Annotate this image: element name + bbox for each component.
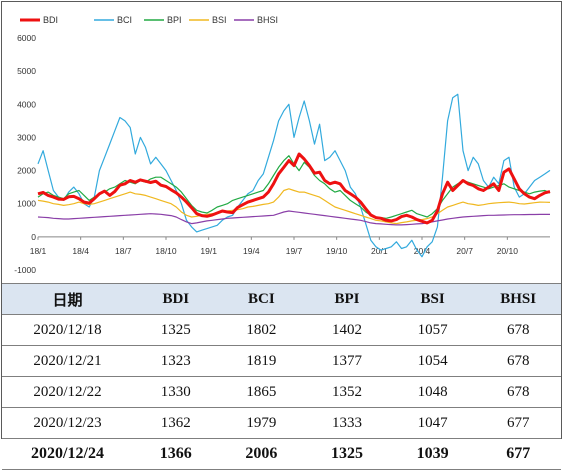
- cell-bci: 1802: [218, 314, 305, 346]
- cell-bsi: 1054: [389, 345, 476, 377]
- x-tick-label: 19/10: [326, 246, 348, 256]
- cell-bci: 1865: [218, 376, 305, 408]
- x-tick-label: 19/4: [243, 246, 260, 256]
- header-bdi: BDI: [133, 283, 219, 315]
- x-tick-label: 18/4: [72, 246, 89, 256]
- cell-bci: 1979: [218, 407, 305, 439]
- table-row: 2020/12/21 1323 1819 1377 1054 678: [2, 345, 561, 377]
- cell-bsi: 1057: [389, 314, 476, 346]
- cell-bsi: 1047: [389, 407, 476, 439]
- cell-bhsi: 677: [475, 438, 561, 470]
- y-tick-label: -1000: [14, 265, 36, 275]
- cell-bsi: 1048: [389, 376, 476, 408]
- y-tick-label: 2000: [17, 166, 36, 176]
- table-row: 2020/12/22 1330 1865 1352 1048 678: [2, 376, 561, 408]
- cell-bpi: 1377: [304, 345, 390, 377]
- index-data-table: 日期 BDI BCI BPI BSI BHSI 2020/12/18 1325 …: [2, 283, 561, 470]
- cell-bdi: 1330: [133, 376, 219, 408]
- y-tick-label: 0: [31, 232, 36, 242]
- header-bsi: BSI: [389, 283, 476, 315]
- legend-label-bpi: BPI: [167, 15, 182, 25]
- x-tick-label: 19/1: [200, 246, 217, 256]
- cell-bci: 1819: [218, 345, 305, 377]
- cell-bpi: 1352: [304, 376, 390, 408]
- legend-label-bhsi: BHSI: [257, 15, 278, 25]
- series-line-bci: [37, 93, 551, 258]
- cell-bpi: 1333: [304, 407, 390, 439]
- legend-label-bdi: BDI: [43, 15, 58, 25]
- cell-date: 2020/12/21: [2, 345, 133, 377]
- table-row-latest: 2020/12/24 1366 2006 1325 1039 677: [2, 438, 561, 470]
- chart-legend: BDI BCI BPI BSI BHSI: [20, 15, 278, 25]
- x-tick-label: 18/10: [155, 246, 177, 256]
- x-tick-label: 20/1: [371, 246, 388, 256]
- cell-bhsi: 678: [475, 376, 561, 408]
- cell-bdi: 1325: [133, 314, 219, 346]
- cell-bhsi: 678: [475, 314, 561, 346]
- table-row: 2020/12/23 1362 1979 1333 1047 677: [2, 407, 561, 439]
- cell-bpi: 1402: [304, 314, 390, 346]
- legend-label-bsi: BSI: [212, 15, 227, 25]
- series-line-bsi: [37, 188, 551, 225]
- series-line-bhsi: [37, 210, 550, 226]
- cell-bpi: 1325: [304, 438, 390, 470]
- table-header-row: 日期 BDI BCI BPI BSI BHSI: [2, 283, 561, 315]
- x-tick-label: 19/7: [286, 246, 303, 256]
- cell-bsi: 1039: [389, 438, 476, 470]
- cell-bdi: 1362: [133, 407, 219, 439]
- y-tick-label: 4000: [17, 99, 36, 109]
- y-tick-label: 5000: [17, 66, 36, 76]
- chart-series-lines: [37, 93, 551, 258]
- table-row: 2020/12/18 1325 1802 1402 1057 678: [2, 314, 561, 346]
- cell-bhsi: 677: [475, 407, 561, 439]
- chart-axes: 6000 5000 4000 3000 2000 1000 0 -1000 18/1 18/4 18…: [14, 33, 550, 275]
- legend-label-bci: BCI: [117, 15, 132, 25]
- x-tick-label: 20/10: [497, 246, 519, 256]
- header-bci: BCI: [218, 283, 305, 315]
- x-tick-label: 20/7: [456, 246, 473, 256]
- x-tick-label: 18/7: [115, 246, 132, 256]
- cell-bci: 2006: [218, 438, 305, 470]
- series-line-bdi: [37, 152, 551, 225]
- cell-date: 2020/12/22: [2, 376, 133, 408]
- x-tick-label: 18/1: [30, 246, 47, 256]
- header-bpi: BPI: [304, 283, 390, 315]
- cell-bhsi: 678: [475, 345, 561, 377]
- header-date: 日期: [2, 283, 133, 315]
- cell-date: 2020/12/24: [2, 438, 133, 470]
- cell-date: 2020/12/18: [2, 314, 133, 346]
- cell-bdi: 1366: [133, 438, 219, 470]
- y-tick-label: 3000: [17, 132, 36, 142]
- header-bhsi: BHSI: [475, 283, 561, 315]
- x-tick-label: 20/4: [414, 246, 431, 256]
- y-tick-label: 6000: [17, 33, 36, 43]
- index-line-chart: BDI BCI BPI BSI BHSI 6000 5000 4000 3000 2000 100…: [14, 15, 551, 275]
- cell-date: 2020/12/23: [2, 407, 133, 439]
- y-tick-label: 1000: [17, 199, 36, 209]
- cell-bdi: 1323: [133, 345, 219, 377]
